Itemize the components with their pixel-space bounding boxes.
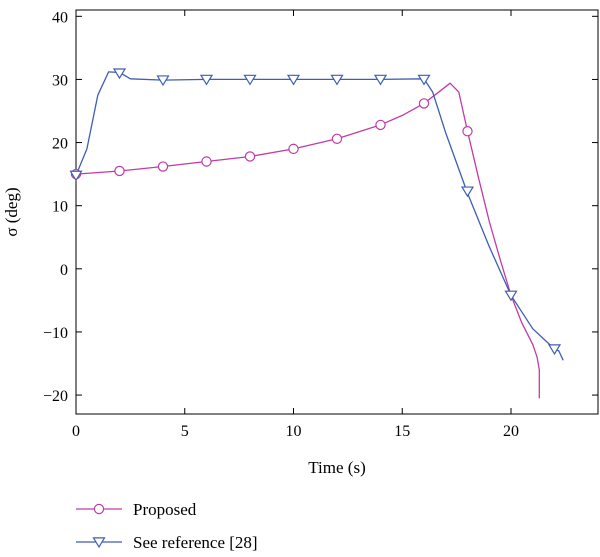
series-line-1 xyxy=(75,82,540,399)
y-tick-label: 10 xyxy=(52,199,68,216)
y-tick-label: 30 xyxy=(52,72,68,89)
legend: Proposed See reference [28] xyxy=(76,500,258,552)
series-markers xyxy=(69,68,562,356)
data-point-1 xyxy=(114,165,125,177)
legend-label-2: See reference [28] xyxy=(133,533,258,552)
data-point-2 xyxy=(156,75,170,87)
data-point-1 xyxy=(462,125,473,137)
series-lines xyxy=(75,71,564,399)
data-point-1 xyxy=(331,133,343,144)
data-point-2 xyxy=(286,74,301,86)
data-point-2 xyxy=(112,68,127,80)
data-point-2 xyxy=(243,74,257,86)
data-point-1 xyxy=(375,119,386,131)
x-tick-label: 10 xyxy=(286,423,302,440)
data-point-2 xyxy=(460,186,475,198)
legend-marker-2 xyxy=(92,537,106,549)
data-point-1 xyxy=(201,156,212,167)
plot-frame xyxy=(75,9,599,415)
x-tick-label: 0 xyxy=(72,423,80,440)
y-tick-label: 0 xyxy=(60,262,68,279)
x-tick-label: 5 xyxy=(181,423,189,440)
series-line-2 xyxy=(75,71,564,361)
y-axis-label: σ (deg) xyxy=(2,187,21,236)
data-point-1 xyxy=(418,98,430,109)
data-point-1 xyxy=(157,161,169,172)
data-point-2 xyxy=(69,170,83,182)
x-tick-label: 15 xyxy=(394,423,410,440)
data-point-1 xyxy=(288,143,299,155)
data-point-2 xyxy=(199,74,214,86)
data-point-1 xyxy=(244,151,256,162)
legend-marker-1 xyxy=(93,503,105,515)
legend-label-1: Proposed xyxy=(133,500,197,519)
tick-labels: 0 5 10 15 20 −20 −10 0 10 20 30 40 xyxy=(43,9,519,440)
data-point-2 xyxy=(373,74,388,86)
y-tick-label: 20 xyxy=(52,136,68,153)
data-point-2 xyxy=(504,290,518,302)
x-tick-label: 20 xyxy=(503,423,519,440)
axis-ticks xyxy=(75,10,598,414)
y-tick-label: −10 xyxy=(43,325,68,342)
x-axis-label: Time (s) xyxy=(308,458,365,477)
data-point-2 xyxy=(417,74,431,86)
data-point-2 xyxy=(547,344,562,356)
y-tick-label: 40 xyxy=(52,9,68,26)
y-tick-label: −20 xyxy=(43,388,68,405)
data-point-2 xyxy=(330,74,344,86)
